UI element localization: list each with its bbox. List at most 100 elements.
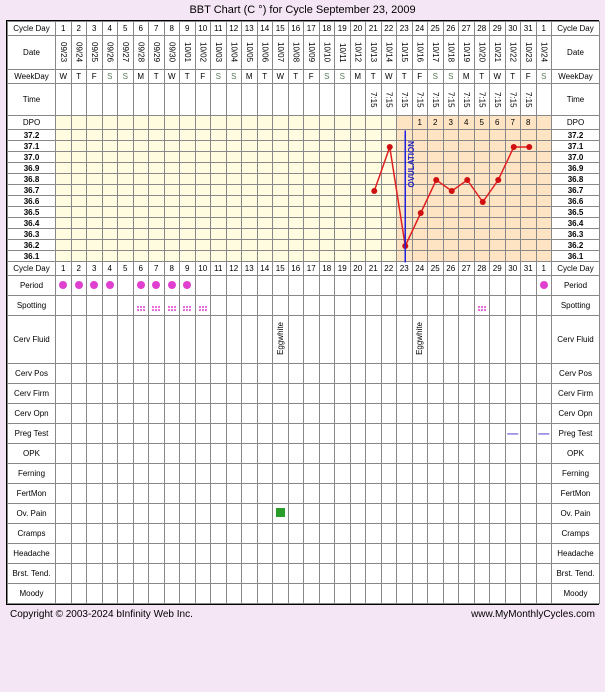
- temp-scale-left: 36.3: [8, 229, 56, 240]
- spotting-label-left: Spotting: [8, 296, 56, 316]
- temp-grid-cell: [242, 251, 258, 262]
- cervFirm-cell: [118, 384, 134, 404]
- cycleDay-label-right: Cycle Day: [552, 262, 600, 276]
- temp-grid-cell: [443, 152, 459, 163]
- moody-cell: [195, 584, 211, 604]
- dpo-cell: [102, 116, 118, 130]
- pregTest-cell: [288, 424, 304, 444]
- headache-cell: [521, 544, 537, 564]
- spotting-cell: [350, 296, 366, 316]
- cycle-day-cell-bottom: 22: [381, 262, 397, 276]
- cervPos-cell: [474, 364, 490, 384]
- cervFirm-cell: [490, 384, 506, 404]
- temp-grid-cell: [226, 240, 242, 251]
- ferning-cell: [350, 464, 366, 484]
- spotting-cell: [211, 296, 227, 316]
- fertMon-cell: [459, 484, 475, 504]
- weekday-label-left: WeekDay: [8, 70, 56, 84]
- temp-grid-cell: [381, 251, 397, 262]
- cycle-day-cell: 28: [474, 22, 490, 36]
- ovPain-cell: [118, 504, 134, 524]
- date-cell: 10/03: [211, 36, 227, 70]
- temp-grid-cell: [87, 218, 103, 229]
- opk-cell: [505, 444, 521, 464]
- temp-grid-cell: [56, 207, 72, 218]
- temp-grid-cell: [164, 141, 180, 152]
- copyright-text: Copyright © 2003-2024 bInfinity Web Inc.: [10, 609, 193, 620]
- temp-scale-right: 36.1: [552, 251, 600, 262]
- cervFirm-cell: [257, 384, 273, 404]
- temp-grid-cell: [474, 196, 490, 207]
- ferning-cell: [118, 464, 134, 484]
- cramps-cell: [428, 524, 444, 544]
- date-label-left: Date: [8, 36, 56, 70]
- cycle-day-cell: 1: [536, 22, 552, 36]
- cervFirm-cell: [180, 384, 196, 404]
- temp-grid-cell: [350, 185, 366, 196]
- time-cell: [71, 84, 87, 116]
- moody-cell: [149, 584, 165, 604]
- date-cell: 09/29: [149, 36, 165, 70]
- temp-grid-cell: [133, 196, 149, 207]
- temp-grid-cell: [304, 240, 320, 251]
- temp-grid-cell: [335, 152, 351, 163]
- cervOpn-cell: [304, 404, 320, 424]
- temp-grid-cell: [366, 130, 382, 141]
- weekday-cell: M: [459, 70, 475, 84]
- temp-grid-cell: [335, 185, 351, 196]
- dpo-cell: [350, 116, 366, 130]
- temp-grid-cell: [397, 240, 413, 251]
- ferning-cell: [459, 464, 475, 484]
- temp-grid-cell: [180, 185, 196, 196]
- dpo-cell: [133, 116, 149, 130]
- dpo-cell: [366, 116, 382, 130]
- temp-grid-cell: [164, 196, 180, 207]
- ovPain-cell: [71, 504, 87, 524]
- cycleDay-label-left: Cycle Day: [8, 262, 56, 276]
- temp-grid-cell: [118, 218, 134, 229]
- temp-grid-cell: [490, 152, 506, 163]
- temp-grid-cell: [211, 163, 227, 174]
- temp-grid-cell: [397, 196, 413, 207]
- date-cell: 09/26: [102, 36, 118, 70]
- pregTest-cell: [211, 424, 227, 444]
- pregTest-cell: [242, 424, 258, 444]
- spotting-cell: [304, 296, 320, 316]
- spotting-dots-icon: [478, 306, 486, 311]
- time-cell: [335, 84, 351, 116]
- temp-grid-cell: [164, 185, 180, 196]
- spotting-cell: [87, 296, 103, 316]
- moody-cell: [366, 584, 382, 604]
- cervFirm-cell: [366, 384, 382, 404]
- ferning-cell: [443, 464, 459, 484]
- fertMon-cell: [505, 484, 521, 504]
- cycle-day-cell: 8: [164, 22, 180, 36]
- moody-cell: [459, 584, 475, 604]
- cycleDay-label-right: Cycle Day: [552, 22, 600, 36]
- cycle-day-cell: 29: [490, 22, 506, 36]
- dpo-cell: [304, 116, 320, 130]
- temp-grid-cell: [397, 207, 413, 218]
- pregTest-cell: [56, 424, 72, 444]
- dpo-cell: 8: [521, 116, 537, 130]
- temp-grid-cell: [350, 174, 366, 185]
- temp-grid-cell: [164, 207, 180, 218]
- temp-grid-cell: [428, 207, 444, 218]
- temp-grid-cell: [474, 218, 490, 229]
- headache-cell: [257, 544, 273, 564]
- temp-grid-cell: [273, 207, 289, 218]
- cervFluid-label-right: Cerv Fluid: [552, 316, 600, 364]
- temp-grid-cell: [366, 163, 382, 174]
- headache-label-right: Headache: [552, 544, 600, 564]
- cervPos-cell: [102, 364, 118, 384]
- temp-grid-cell: [428, 174, 444, 185]
- cycle-day-cell: 5: [118, 22, 134, 36]
- headache-cell: [350, 544, 366, 564]
- cycle-day-cell: 14: [257, 22, 273, 36]
- dpo-cell: [335, 116, 351, 130]
- period-cell: [350, 276, 366, 296]
- temp-grid-cell: [164, 174, 180, 185]
- date-cell: 09/25: [87, 36, 103, 70]
- ov-pain-icon: [276, 508, 285, 517]
- temp-grid-cell: [335, 174, 351, 185]
